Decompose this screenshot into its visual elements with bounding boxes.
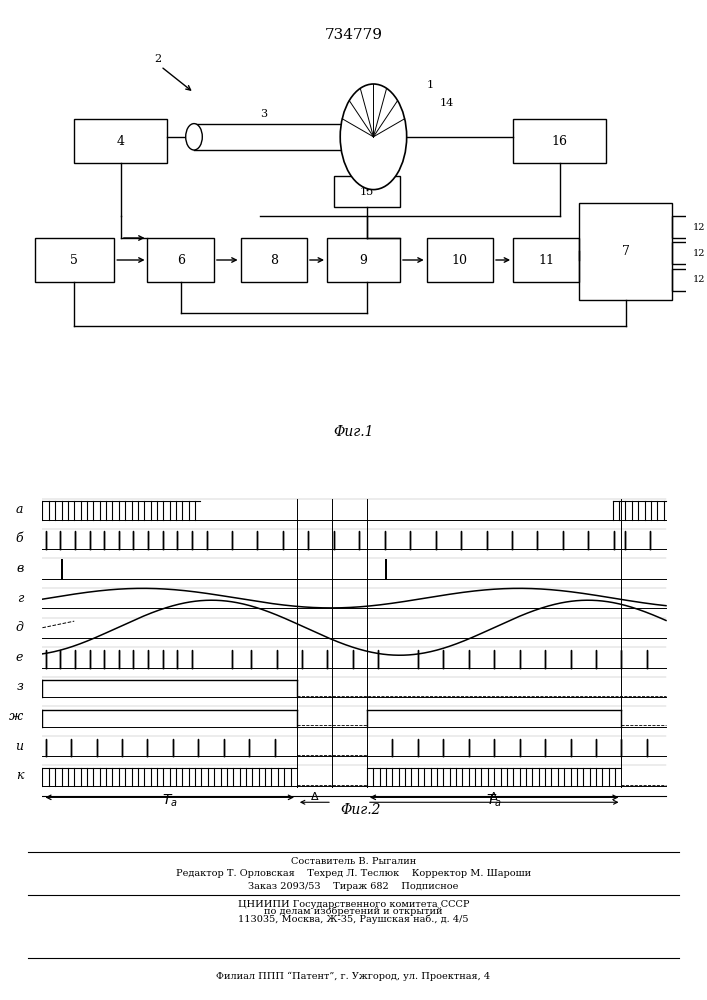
Bar — [334, 176, 400, 207]
Text: 11: 11 — [538, 253, 554, 266]
Text: 7: 7 — [622, 245, 630, 258]
Bar — [672, 242, 707, 264]
Text: д: д — [16, 621, 23, 634]
Text: $\Delta$: $\Delta$ — [489, 790, 499, 802]
Text: 12: 12 — [693, 223, 706, 232]
Text: ж: ж — [9, 710, 23, 723]
Text: 5: 5 — [71, 253, 78, 266]
Text: 8: 8 — [270, 253, 278, 266]
Text: а: а — [16, 503, 23, 516]
Text: 6: 6 — [177, 253, 185, 266]
Text: 3: 3 — [260, 109, 267, 119]
Text: $T_a$: $T_a$ — [162, 793, 177, 809]
Text: 2: 2 — [154, 54, 161, 64]
Text: 16: 16 — [551, 135, 568, 148]
Text: Заказ 2093/53    Тираж 682    Подписное: Заказ 2093/53 Тираж 682 Подписное — [248, 882, 459, 891]
Text: к: к — [16, 769, 23, 782]
Bar — [327, 238, 400, 282]
Text: 734779: 734779 — [325, 28, 382, 42]
Text: 12: 12 — [693, 249, 706, 258]
Text: з: з — [16, 680, 23, 693]
Bar — [672, 269, 707, 291]
Text: в: в — [16, 562, 23, 575]
Ellipse shape — [186, 124, 202, 150]
Text: 14: 14 — [440, 98, 454, 108]
Text: Составитель В. Рыгалин: Составитель В. Рыгалин — [291, 857, 416, 866]
Text: и: и — [16, 740, 23, 753]
Text: по делам изобретений и открытий: по делам изобретений и открытий — [264, 907, 443, 916]
Text: Φиг.2: Φиг.2 — [340, 803, 381, 817]
Text: е: е — [16, 651, 23, 664]
Text: г: г — [17, 592, 23, 605]
Bar — [426, 238, 493, 282]
Text: $T_a$: $T_a$ — [486, 793, 502, 809]
Bar — [74, 119, 168, 163]
Text: Филиал ППП “Патент”, г. Ужгород, ул. Проектная, 4: Филиал ППП “Патент”, г. Ужгород, ул. Про… — [216, 972, 491, 981]
Text: ЦНИИПИ Государственного комитета СССР: ЦНИИПИ Государственного комитета СССР — [238, 900, 469, 909]
Bar — [580, 203, 672, 300]
Text: 15: 15 — [360, 187, 374, 197]
Text: Редактор Т. Орловская    Техред Л. Теслюк    Корректор М. Шароши: Редактор Т. Орловская Техред Л. Теслюк К… — [176, 869, 531, 878]
Text: 113035, Москва, Ж-35, Раушская наб., д. 4/5: 113035, Москва, Ж-35, Раушская наб., д. … — [238, 915, 469, 924]
Text: 4: 4 — [117, 135, 125, 148]
Ellipse shape — [340, 84, 407, 190]
Text: 10: 10 — [452, 253, 468, 266]
Bar — [148, 238, 214, 282]
Bar — [513, 238, 580, 282]
Bar — [35, 238, 115, 282]
Text: $\Delta$: $\Delta$ — [310, 790, 319, 802]
Text: Φиг.1: Φиг.1 — [333, 425, 374, 439]
Bar — [513, 119, 606, 163]
Text: б: б — [16, 532, 23, 545]
Text: 9: 9 — [360, 253, 368, 266]
Bar — [672, 216, 707, 238]
Text: 1: 1 — [426, 80, 433, 90]
Bar — [240, 238, 307, 282]
Text: 12: 12 — [693, 275, 706, 284]
